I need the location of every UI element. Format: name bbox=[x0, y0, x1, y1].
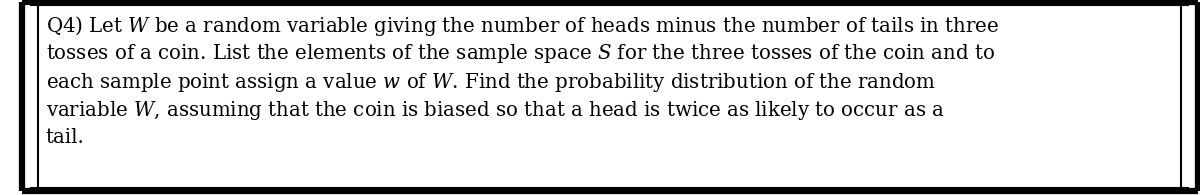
Text: tail.: tail. bbox=[46, 128, 84, 147]
Text: tosses of a coin. List the elements of the sample space $S$ for the three tosses: tosses of a coin. List the elements of t… bbox=[46, 42, 995, 65]
Text: Q4) Let $W$ be a random variable giving the number of heads minus the number of : Q4) Let $W$ be a random variable giving … bbox=[46, 14, 998, 38]
Text: each sample point assign a value $w$ of $W$. Find the probability distribution o: each sample point assign a value $w$ of … bbox=[46, 71, 936, 94]
Text: variable $W$, assuming that the coin is biased so that a head is twice as likely: variable $W$, assuming that the coin is … bbox=[46, 99, 944, 122]
